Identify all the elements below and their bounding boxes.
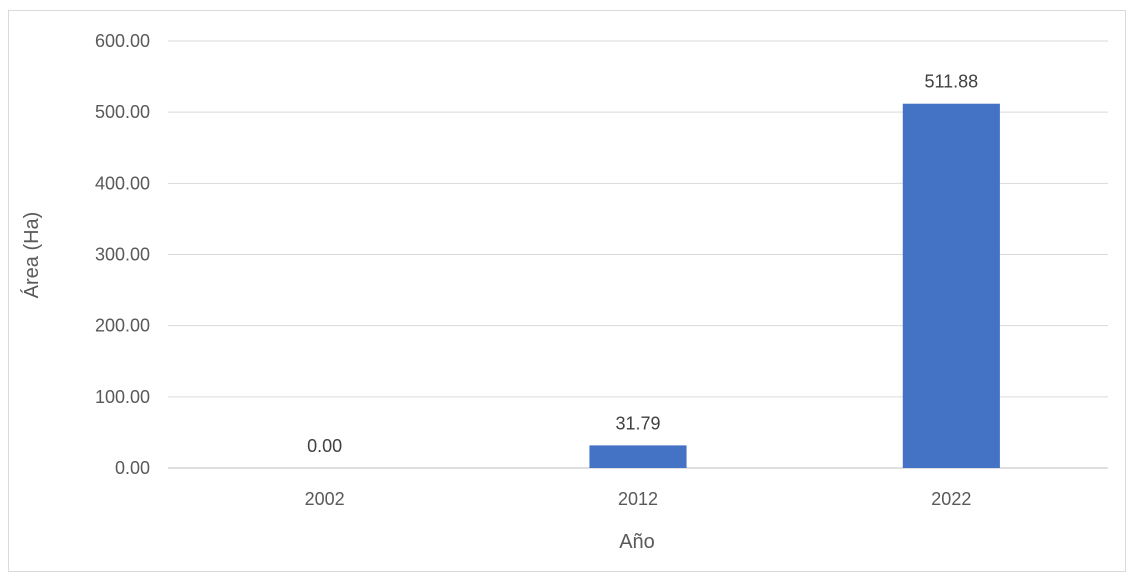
data-labels: 0.00 31.79 511.88	[307, 72, 978, 456]
bars	[589, 103, 1000, 468]
x-tick-label: 2002	[305, 489, 345, 509]
y-tick-label: 0.00	[115, 458, 150, 478]
y-tick-label: 200.00	[95, 316, 150, 336]
y-tick-labels: 0.00 100.00 200.00 300.00 400.00 500.00 600.00	[95, 31, 150, 478]
data-label-2022: 511.88	[924, 72, 978, 92]
y-tick-label: 600.00	[95, 31, 150, 51]
x-tick-label: 2022	[931, 489, 971, 509]
x-tick-labels: 2002 2012 2022	[305, 489, 972, 509]
y-axis-title: Área (Ha)	[20, 212, 43, 299]
x-axis-title: Año	[619, 531, 655, 553]
y-tick-label: 500.00	[95, 102, 150, 122]
data-label-2012: 31.79	[615, 413, 660, 433]
y-tick-label: 400.00	[95, 173, 150, 193]
data-label-2002: 0.00	[307, 436, 342, 456]
bar-2012	[589, 445, 687, 468]
y-tick-label: 100.00	[95, 387, 150, 407]
bar-2022	[902, 103, 1000, 468]
x-tick-label: 2012	[618, 489, 658, 509]
y-tick-label: 300.00	[95, 245, 150, 265]
